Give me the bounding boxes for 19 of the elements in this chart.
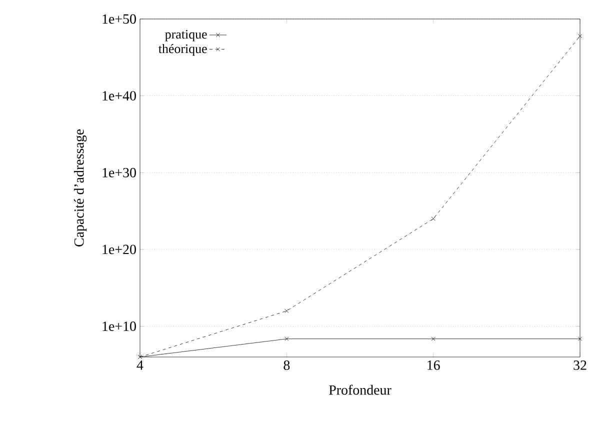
x-tick-label: 8 <box>284 360 290 370</box>
y-tick-label: 1e+50 <box>102 14 136 24</box>
point <box>431 336 436 341</box>
y-axis-title: Capacité d’adressage <box>74 129 87 246</box>
y-tick-label: 1e+40 <box>102 91 136 101</box>
y-tick-label: 1e+10 <box>102 322 136 331</box>
legend-label: pratique <box>165 30 207 42</box>
x-tick-label: 16 <box>428 360 440 370</box>
x-tick-label: 4 <box>136 360 144 370</box>
x-axis-title: Profondeur <box>329 384 392 395</box>
y-tick-label: 1e+30 <box>102 168 136 178</box>
x-tick-label: 32 <box>574 360 586 370</box>
point <box>578 336 582 341</box>
y-tick-label: 1e+20 <box>102 244 136 254</box>
point <box>284 336 289 341</box>
point <box>431 216 436 221</box>
legend-label: théorique <box>158 44 207 56</box>
point <box>578 34 582 38</box>
point <box>284 308 289 313</box>
